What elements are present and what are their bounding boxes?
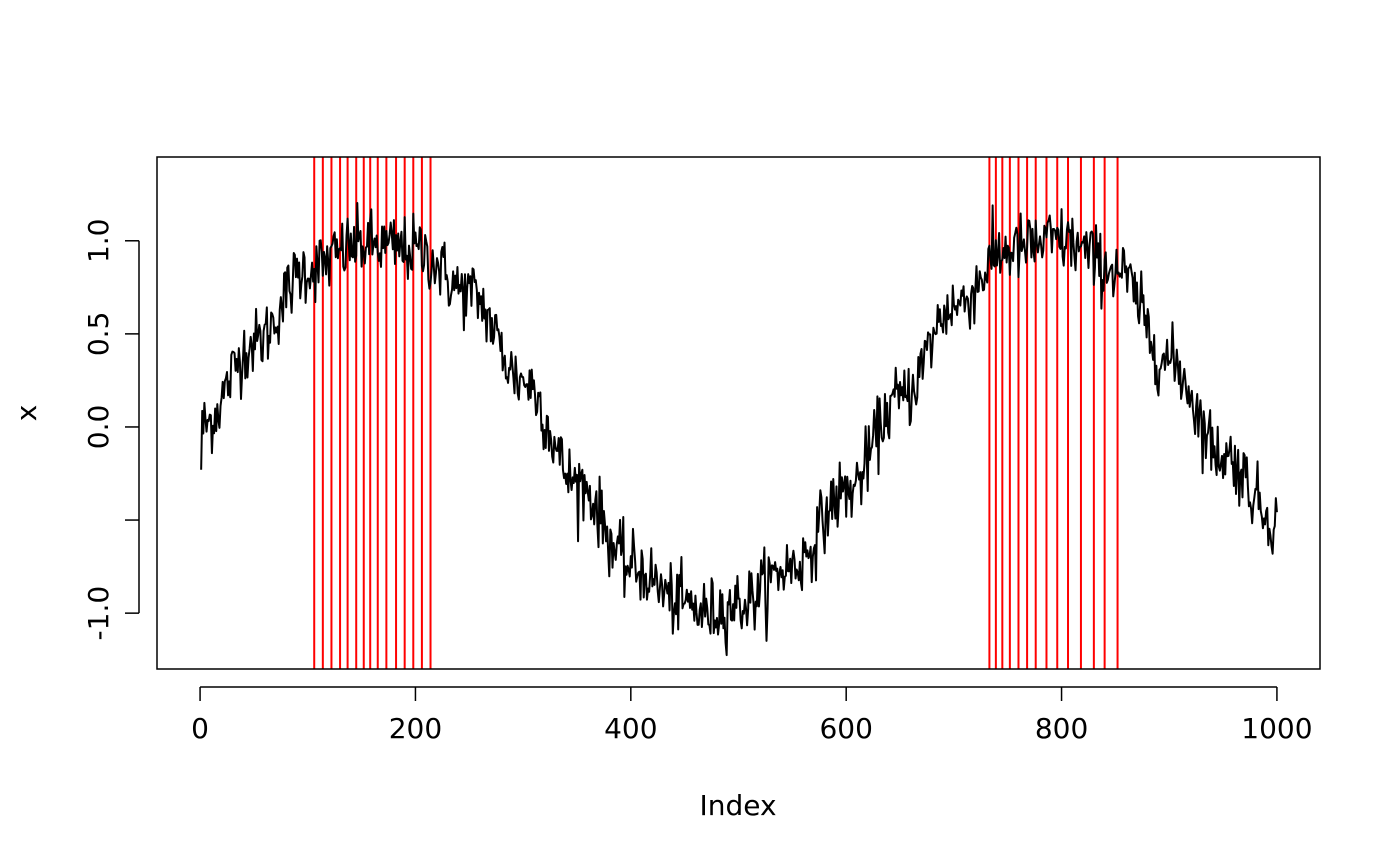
x-tick-label: 0 bbox=[191, 712, 209, 745]
y-tick-label: -1.0 bbox=[82, 586, 115, 641]
plot-frame bbox=[156, 156, 1321, 670]
x-axis: 0 200 400 600 800 1000 bbox=[191, 686, 1313, 745]
y-tick-label: 0.0 bbox=[82, 405, 115, 450]
x-tick-label: 600 bbox=[819, 712, 872, 745]
x-tick-label: 800 bbox=[1035, 712, 1088, 745]
x-axis-label: Index bbox=[699, 789, 776, 822]
red-vertical-lines bbox=[313, 157, 1119, 669]
x-tick-label: 200 bbox=[389, 712, 442, 745]
series-line bbox=[200, 202, 1278, 657]
y-tick-label: 1.0 bbox=[82, 219, 115, 264]
y-axis-label: x bbox=[10, 405, 43, 422]
x-tick-label: 1000 bbox=[1241, 712, 1312, 745]
x-tick-label: 400 bbox=[604, 712, 657, 745]
y-axis: -1.0 0.0 0.5 1.0 bbox=[82, 219, 140, 641]
y-tick-label: 0.5 bbox=[82, 312, 115, 357]
